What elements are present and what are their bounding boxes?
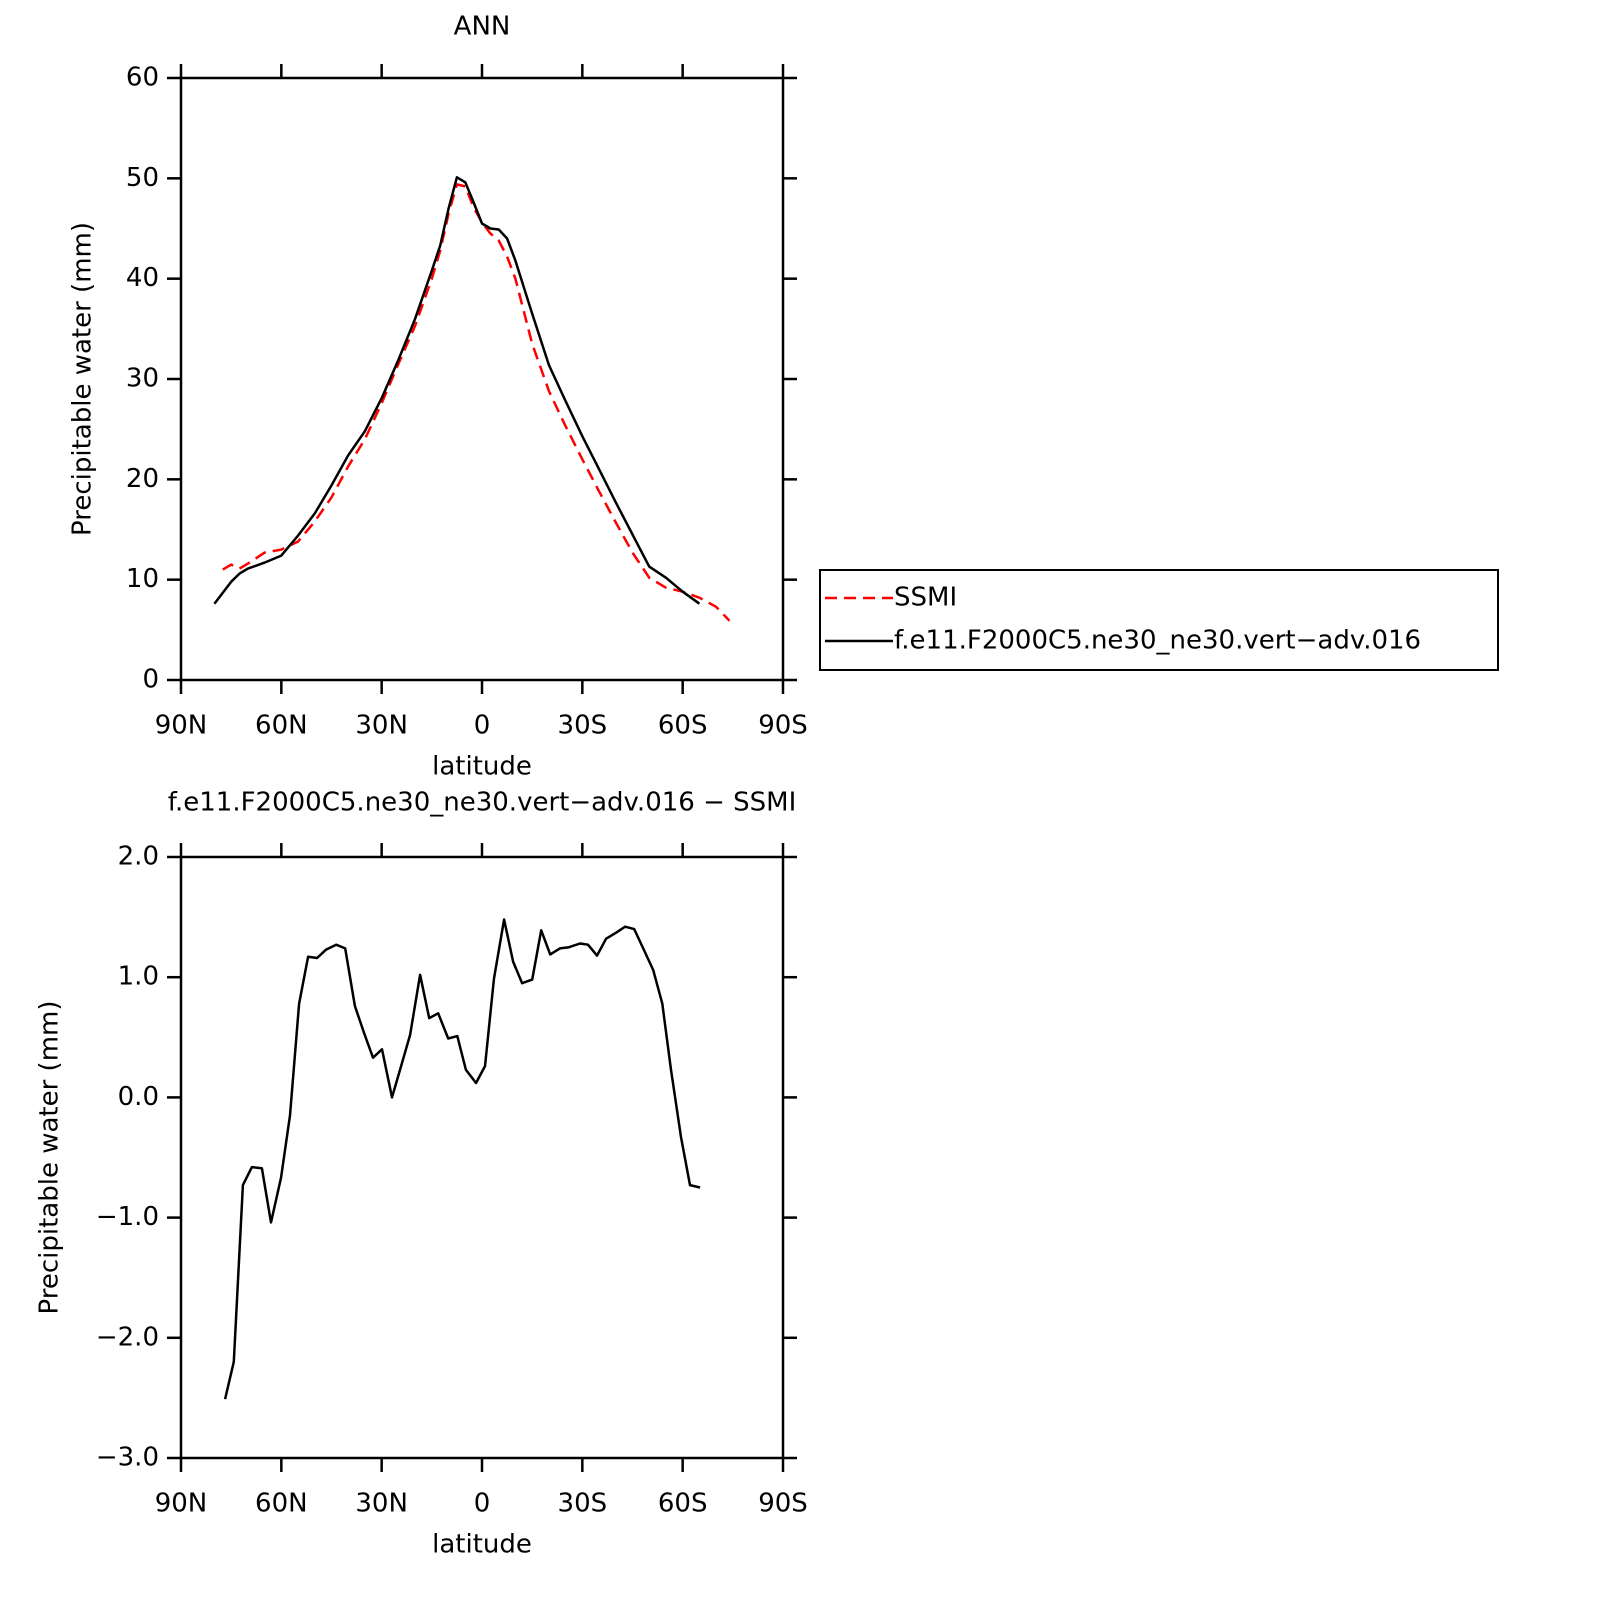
x-tick-label: 60S xyxy=(658,1489,708,1519)
data-line xyxy=(223,918,701,1400)
legend-box xyxy=(819,569,1499,671)
y-tick-label: 0.0 xyxy=(118,1082,159,1112)
x-tick-label: 90N xyxy=(155,711,208,741)
data-line xyxy=(213,176,701,605)
y-axis-label: Precipitable water (mm) xyxy=(68,222,98,536)
x-axis-label: latitude xyxy=(432,1530,532,1560)
chart-title: f.e11.F2000C5.ne30_ne30.vert−adv.016 − S… xyxy=(168,788,797,818)
data-line xyxy=(222,183,731,622)
y-tick-label: 10 xyxy=(126,564,159,594)
x-tick-label: 30N xyxy=(355,1489,408,1519)
y-axis-label: Precipitable water (mm) xyxy=(35,1001,65,1315)
y-tick-label: 60 xyxy=(126,63,159,93)
y-tick-label: −3.0 xyxy=(96,1443,159,1473)
x-tick-label: 90S xyxy=(758,1489,808,1519)
x-tick-label: 30S xyxy=(558,1489,608,1519)
y-tick-label: 1.0 xyxy=(118,962,159,992)
y-tick-label: −2.0 xyxy=(96,1322,159,1352)
x-tick-label: 60N xyxy=(255,711,308,741)
x-tick-label: 60S xyxy=(658,711,708,741)
chart-title: ANN xyxy=(454,12,511,42)
x-tick-label: 60N xyxy=(255,1489,308,1519)
x-tick-label: 90S xyxy=(758,711,808,741)
y-tick-label: 20 xyxy=(126,464,159,494)
y-tick-label: 0 xyxy=(142,665,159,695)
x-tick-label: 30S xyxy=(558,711,608,741)
y-tick-label: 2.0 xyxy=(118,842,159,872)
x-tick-label: 30N xyxy=(355,711,408,741)
plot-frame xyxy=(179,76,785,682)
plot-frame xyxy=(179,855,785,1460)
y-tick-label: 50 xyxy=(126,163,159,193)
x-axis-label: latitude xyxy=(432,752,532,782)
y-tick-label: 30 xyxy=(126,364,159,394)
legend-label: SSMI xyxy=(894,583,957,613)
y-tick-label: −1.0 xyxy=(96,1202,159,1232)
x-tick-label: 0 xyxy=(474,1489,491,1519)
x-tick-label: 0 xyxy=(474,711,491,741)
y-tick-label: 40 xyxy=(126,263,159,293)
x-tick-label: 90N xyxy=(155,1489,208,1519)
legend-label: f.e11.F2000C5.ne30_ne30.vert−adv.016 xyxy=(894,626,1421,656)
